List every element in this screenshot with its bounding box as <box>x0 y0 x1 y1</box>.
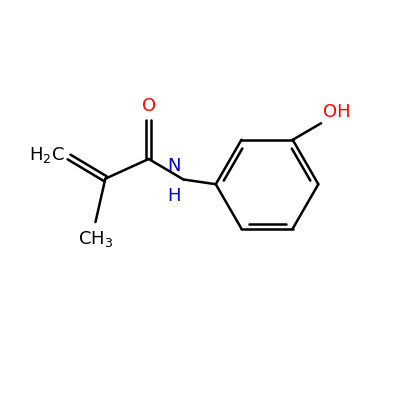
Text: H$_2$C: H$_2$C <box>29 145 65 165</box>
Text: OH: OH <box>323 103 351 121</box>
Text: H: H <box>167 186 180 204</box>
Text: CH$_3$: CH$_3$ <box>78 229 113 249</box>
Text: O: O <box>142 97 156 115</box>
Text: N: N <box>167 157 180 175</box>
